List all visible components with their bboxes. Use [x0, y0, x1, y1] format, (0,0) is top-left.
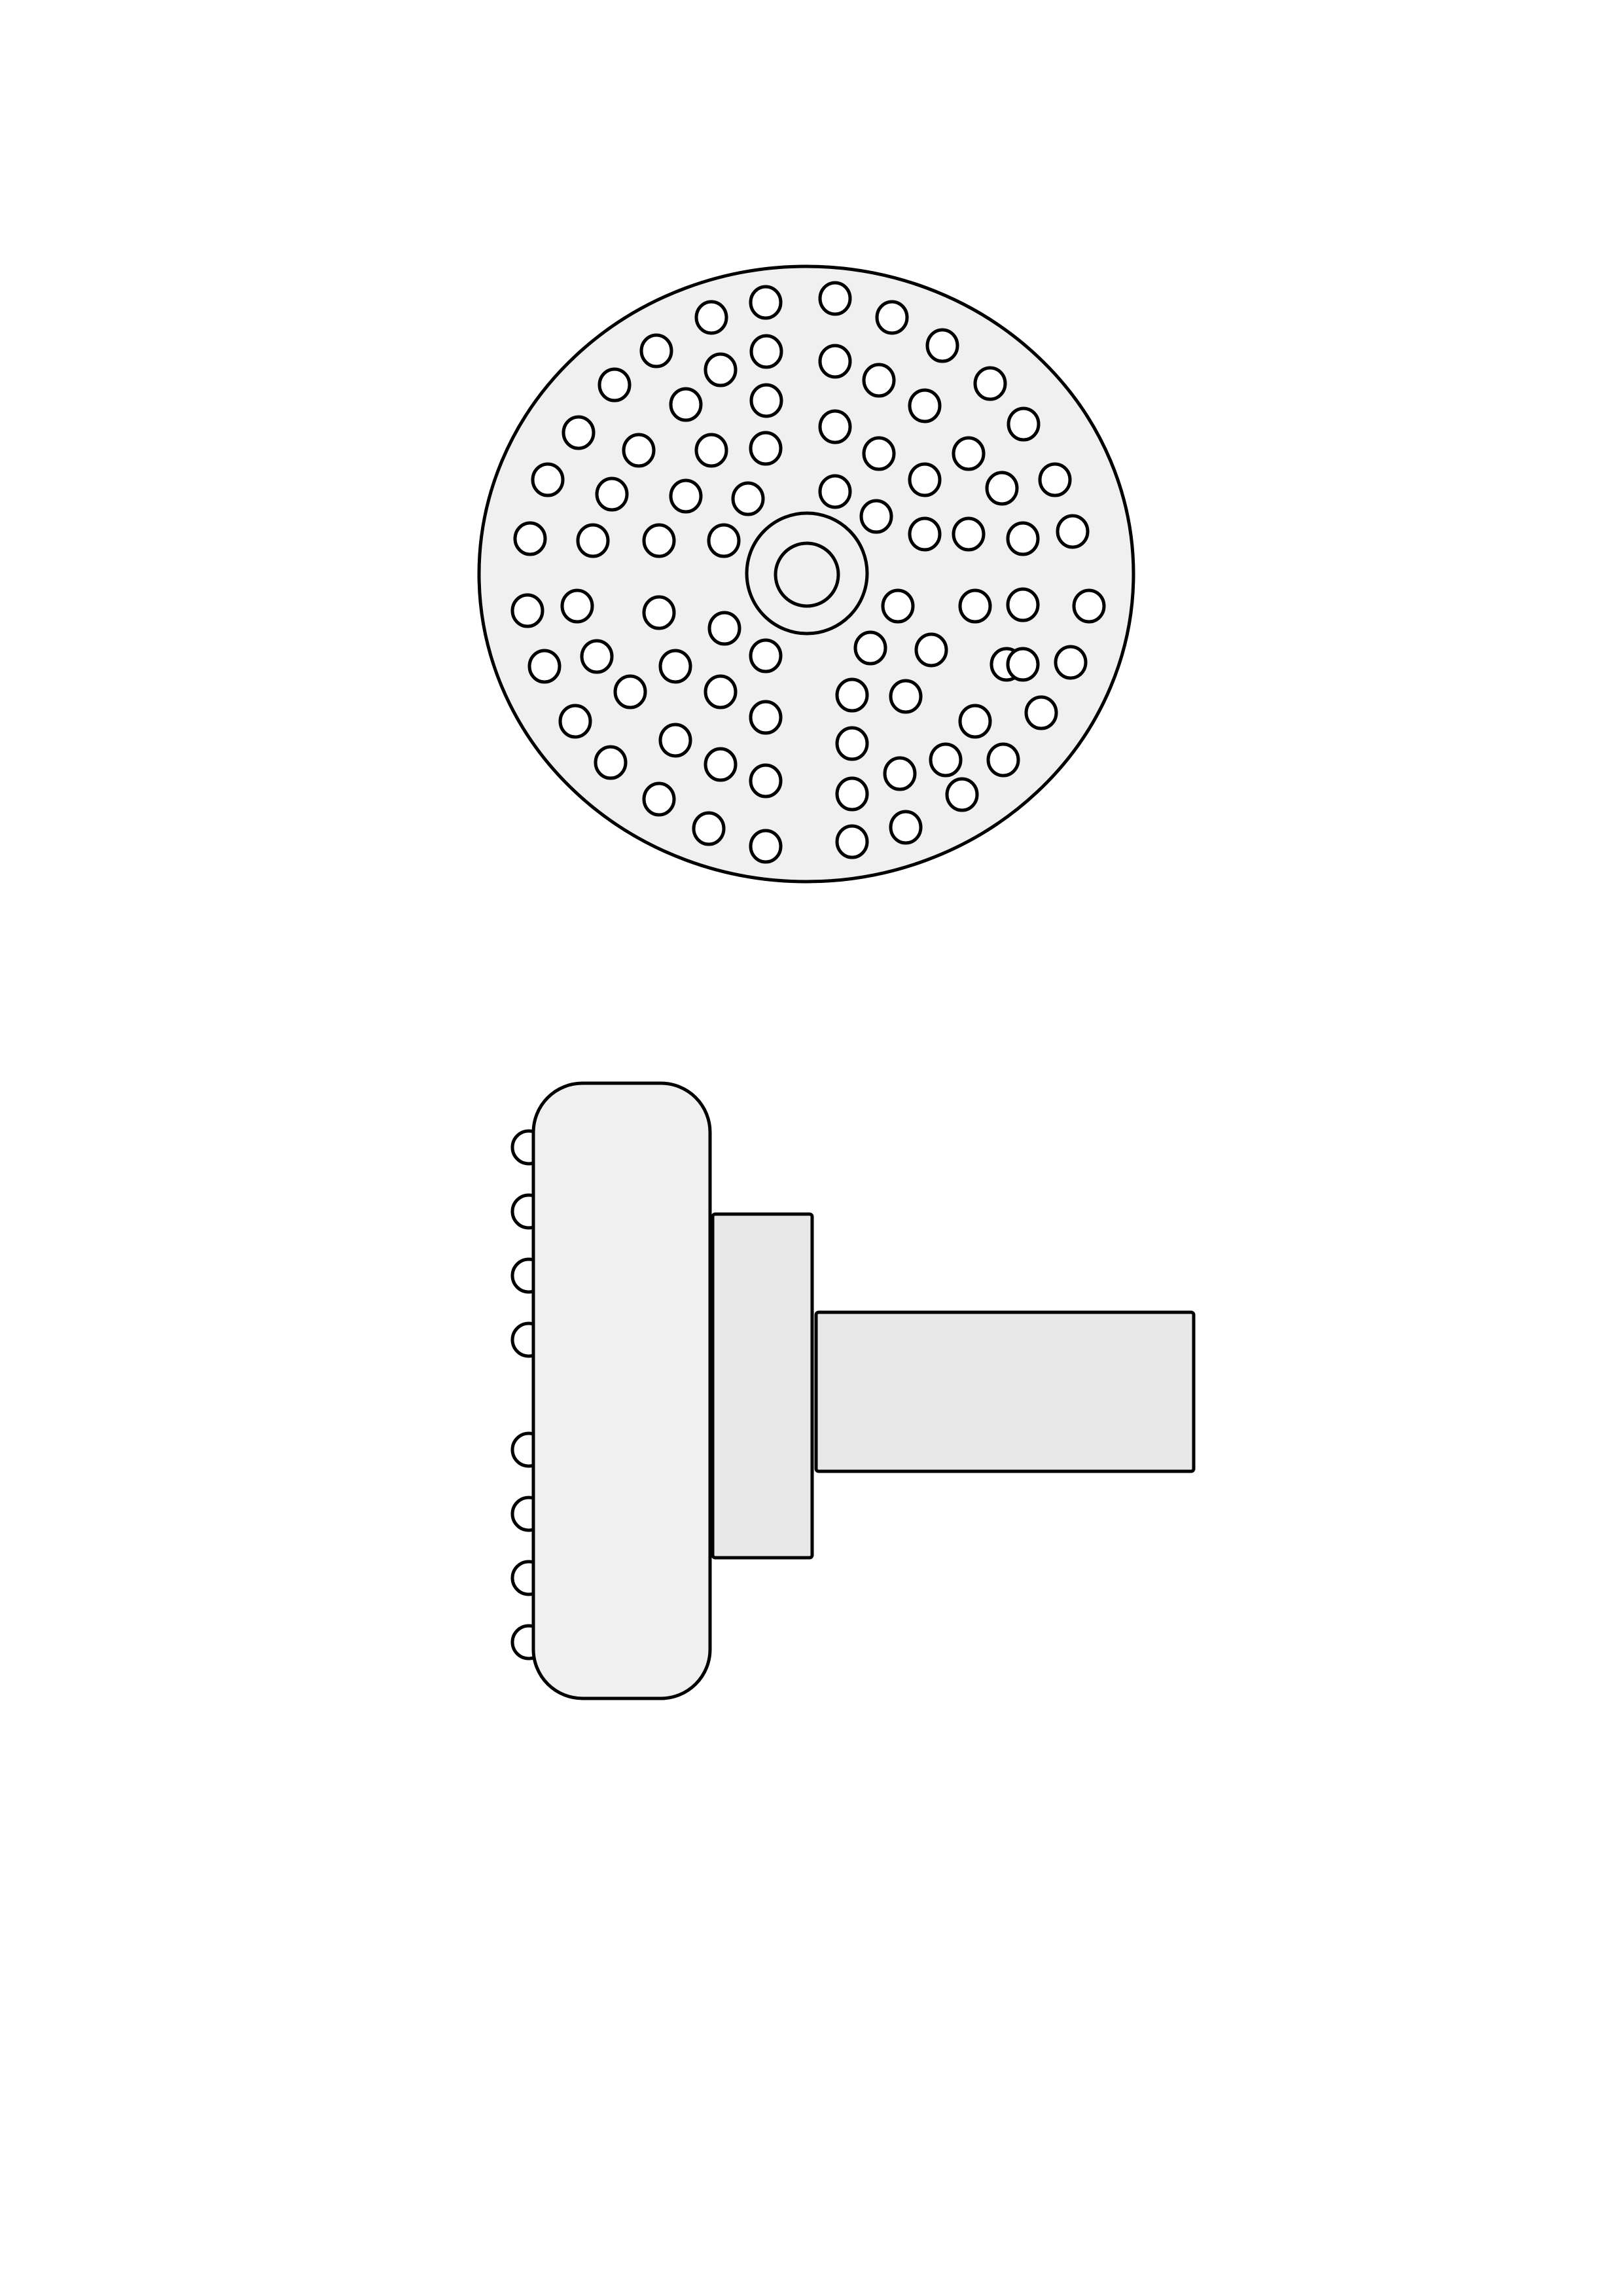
nozzle-hole	[731, 481, 765, 516]
nozzle-hole	[704, 747, 738, 782]
nozzle-hole	[595, 476, 629, 512]
nozzle-hole	[692, 811, 726, 846]
nozzle-hole	[875, 300, 909, 335]
nozzle-hole	[642, 523, 676, 558]
nozzle-hole	[958, 704, 992, 739]
nozzle-hole	[1054, 645, 1088, 680]
nozzle-hole	[749, 638, 783, 673]
nozzle-hole	[749, 829, 783, 864]
nozzle-hole	[835, 726, 869, 761]
nozzle-hole	[952, 516, 986, 552]
nozzle-hole	[694, 433, 728, 468]
nozzle-hole	[639, 333, 673, 368]
front-view	[477, 264, 1135, 884]
center-inner-ring	[774, 541, 840, 608]
nozzle-hole	[1038, 462, 1072, 497]
nozzle-hole	[835, 824, 869, 859]
nozzle-hole	[862, 436, 896, 471]
nozzle-hole	[862, 363, 896, 398]
nozzle-hole	[749, 334, 783, 369]
nozzle-hole	[669, 387, 703, 422]
nozzle-hole	[669, 478, 703, 514]
nozzle-hole	[707, 611, 741, 646]
nozzle-hole	[562, 415, 596, 450]
nozzle-hole	[1006, 587, 1040, 622]
nozzle-hole	[1072, 588, 1106, 624]
nozzle-grid	[510, 281, 1106, 864]
nozzle-hole	[707, 523, 741, 558]
nozzle-hole	[889, 810, 923, 845]
nozzle-hole	[510, 593, 544, 628]
nozzle-hole	[642, 781, 676, 817]
nozzle-hole	[818, 344, 852, 379]
nozzle-hole	[835, 776, 869, 812]
nozzle-hole	[597, 367, 632, 403]
nozzle-hole	[985, 471, 1019, 506]
nozzle-hole	[622, 433, 656, 468]
nozzle-hole	[835, 677, 869, 713]
nozzle-hole	[527, 649, 562, 684]
nozzle-hole	[818, 281, 852, 316]
nozzle-hole	[958, 588, 992, 624]
nozzle-hole	[749, 431, 783, 466]
nozzle-hole	[908, 388, 942, 423]
nozzle-hole	[914, 632, 948, 668]
side-view	[510, 1081, 1196, 1700]
mount-collar	[711, 1212, 814, 1560]
nozzle-hole	[859, 499, 893, 534]
nozzle-hole	[1007, 406, 1041, 442]
nozzle-hole	[694, 300, 728, 335]
nozzle-hole	[818, 409, 852, 444]
nozzle-hole	[945, 777, 979, 812]
nozzle-hole	[531, 462, 565, 497]
nozzle-hole	[908, 516, 942, 552]
nozzle-hole	[749, 763, 783, 798]
nozzle-hole	[889, 679, 923, 714]
nozzle-hole	[580, 639, 614, 674]
nozzle-hole	[658, 723, 692, 758]
nozzle-hole	[704, 352, 738, 387]
nozzle-hole	[925, 328, 959, 363]
nozzle-hole	[1006, 521, 1040, 556]
nozzle-hole	[749, 700, 783, 735]
nozzle-hole	[1006, 647, 1040, 682]
nozzle-hole	[818, 474, 852, 509]
nozzle-hole	[513, 521, 547, 556]
nozzle-hole	[986, 742, 1020, 778]
nozzle-hole	[704, 674, 738, 709]
nozzle-hole	[658, 649, 692, 684]
nozzle-hole	[929, 742, 963, 778]
nozzle-hole	[853, 630, 887, 666]
nozzle-hole	[883, 756, 917, 791]
nozzle-hole	[1056, 514, 1090, 549]
nozzle-hole	[613, 674, 647, 709]
shower-head-body	[531, 1081, 712, 1700]
nozzle-hole	[558, 704, 592, 739]
nozzle-hole	[1024, 695, 1058, 730]
nozzle-hole	[576, 523, 610, 558]
nozzle-hole	[642, 595, 676, 630]
nozzle-hole	[749, 383, 783, 418]
nozzle-hole	[952, 436, 986, 471]
nozzle-hole	[881, 588, 915, 624]
nozzle-hole	[560, 588, 594, 624]
nozzle-hole	[908, 462, 942, 497]
nozzle-hole	[749, 285, 783, 320]
nozzle-hole	[973, 366, 1007, 401]
nozzle-hole	[594, 745, 628, 780]
shower-arm	[814, 1310, 1196, 1473]
